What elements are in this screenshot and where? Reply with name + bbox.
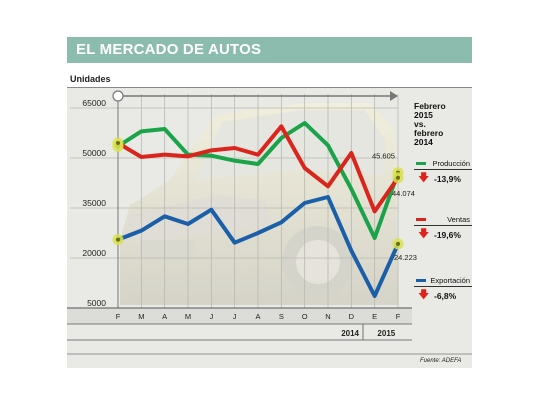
legend-label: Exportación (430, 276, 470, 285)
legend-divider (414, 225, 472, 226)
series-line-2 (116, 195, 400, 298)
chart-title: EL MERCADO DE AUTOS (76, 41, 262, 58)
data-label: 24.223 (394, 253, 417, 262)
legend-swatch (416, 279, 426, 282)
timeline-arrow-icon (390, 91, 398, 101)
change-value: -13,9% (434, 174, 461, 184)
legend-swatch (416, 162, 426, 165)
data-label: 44.074 (392, 189, 415, 198)
change-value: -19,6% (434, 230, 461, 240)
data-point (116, 237, 120, 242)
x-tick-label: A (162, 312, 167, 321)
comparison-heading: Febrero 2015 vs. febrero 2014 (414, 102, 472, 147)
x-tick-label: D (349, 312, 355, 321)
y-tick-label: 65000 (82, 98, 106, 108)
x-tick-label: J (233, 312, 237, 321)
y-tick-label: 50000 (82, 148, 106, 158)
y-tick-label: 20000 (82, 248, 106, 258)
year-label: 2015 (377, 329, 395, 338)
timeline-start-marker (112, 90, 124, 102)
x-tick-label: M (185, 312, 191, 321)
heading-line: vs. (414, 119, 426, 129)
legend-label: Producción (432, 159, 470, 168)
x-tick-label: F (396, 312, 401, 321)
title-banner: EL MERCADO DE AUTOS (67, 37, 472, 63)
x-tick-label: S (279, 312, 284, 321)
heading-line: 2014 (414, 137, 433, 147)
y-axis-label: Unidades (70, 74, 111, 84)
comparison-sidebar: Febrero 2015 vs. febrero 2014 Producción… (414, 102, 472, 301)
x-tick-label: M (138, 312, 144, 321)
y-tick-label: 35000 (82, 198, 106, 208)
change-value: -6,8% (434, 291, 457, 301)
x-tick-label: F (116, 312, 121, 321)
y-tick-label: 5000 (87, 298, 106, 308)
year-label: 2014 (341, 329, 359, 338)
legend-label: Ventas (447, 215, 470, 224)
series-line-0 (116, 121, 400, 240)
legend-divider (414, 169, 472, 170)
down-arrow-icon: 🡇 (418, 228, 430, 240)
legend-divider (414, 286, 472, 287)
source-note: Fuente: ADEFA (420, 358, 462, 364)
x-tick-label: N (325, 312, 330, 321)
x-tick-label: J (209, 312, 213, 321)
heading-line: febrero (414, 128, 444, 138)
data-point (396, 175, 400, 180)
x-tick-label: O (302, 312, 308, 321)
heading-line: Febrero (414, 101, 446, 111)
plot-area: 45.605 44.074 24.223 (112, 121, 417, 298)
data-label: 45.605 (372, 152, 395, 161)
x-tick-label: E (372, 312, 377, 321)
series-line-1 (116, 124, 400, 214)
down-arrow-icon: 🡇 (418, 172, 430, 184)
category-band (67, 308, 412, 324)
legend-swatch (416, 218, 426, 221)
top-rule (67, 87, 472, 88)
data-point (396, 241, 400, 246)
down-arrow-icon: 🡇 (418, 289, 430, 301)
x-tick-label: A (255, 312, 260, 321)
heading-line: 2015 (414, 110, 433, 120)
data-point (116, 141, 120, 145)
